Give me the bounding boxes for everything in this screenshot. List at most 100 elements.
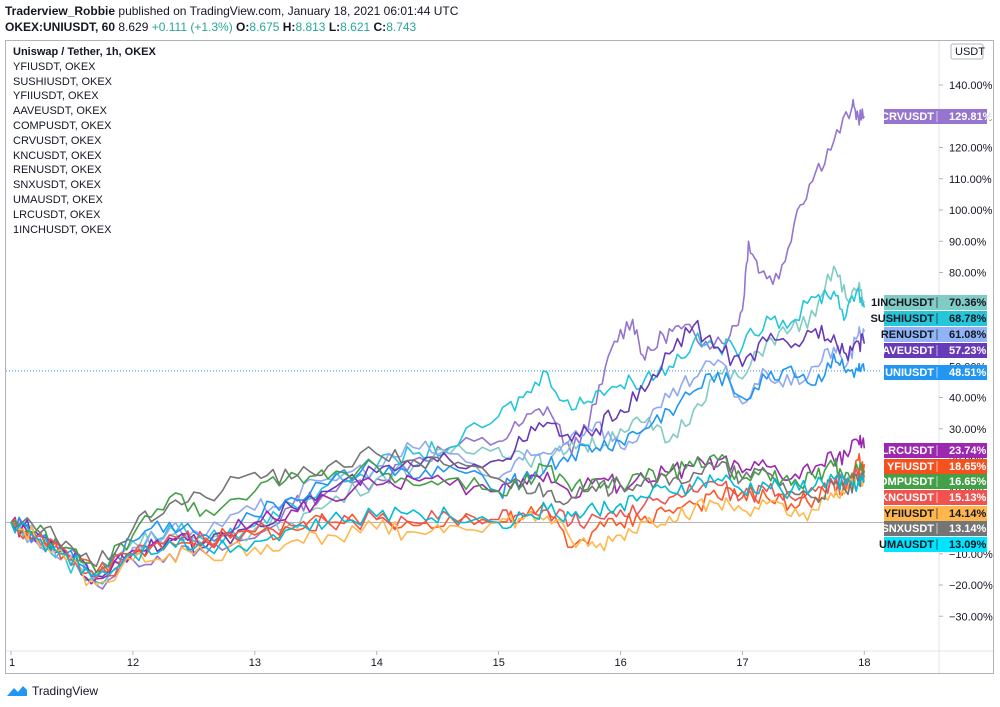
value-tag-bg: [884, 327, 987, 342]
x-tick-label: 16: [615, 657, 627, 669]
y-tick-label: −30.00%: [949, 611, 993, 623]
series-line-aaveusdt: [10, 319, 866, 578]
x-tick-label: 14: [371, 657, 383, 669]
y-tick-label: 90.00%: [949, 236, 987, 248]
legend-item[interactable]: LRCUSDT, OKEX: [13, 208, 101, 221]
series-line-renusdt: [10, 326, 866, 580]
close-value: 8.743: [386, 20, 417, 34]
legend-item[interactable]: COMPUSDT, OKEX: [13, 119, 112, 132]
y-tick-label: 80.00%: [949, 268, 987, 280]
currency-label: USDT: [955, 46, 985, 58]
series-line-crvusdt: [10, 98, 866, 590]
y-tick-label: 40.00%: [949, 393, 987, 405]
value-tag-name: YFIIUSDT: [884, 508, 934, 520]
published-text: published on TradingView.com, January 18…: [118, 4, 459, 18]
currency-box: [950, 43, 984, 60]
value-tag-name: 1INCHUSDT: [871, 297, 934, 309]
value-tag-bg: [884, 474, 987, 489]
value-tag-value: 23.74%: [949, 445, 987, 457]
value-tag-value: 16.65%: [949, 476, 987, 488]
chart-header: Traderview_Robbie published on TradingVi…: [5, 3, 458, 35]
value-tag-bg: [884, 295, 987, 310]
value-tag-bg: [884, 109, 987, 124]
value-tag-name: CRVUSDT: [881, 111, 934, 123]
legend-item[interactable]: KNCUSDT, OKEX: [13, 149, 102, 162]
value-tag-crvusdt: CRVUSDT 129.81%: [881, 109, 993, 124]
open-label: O:: [236, 20, 250, 34]
y-tick-label: −20.00%: [949, 580, 993, 592]
legend-item[interactable]: YFIIUSDT, OKEX: [13, 90, 99, 103]
value-tag-value: 57.23%: [949, 345, 987, 357]
legend-item[interactable]: AAVEUSDT, OKEX: [13, 105, 107, 118]
legend-item[interactable]: RENUSDT, OKEX: [13, 164, 102, 177]
y-tick-label: 110.00%: [949, 174, 992, 186]
high-label: H:: [282, 20, 296, 34]
value-tag-name: LRCUSDT: [881, 445, 934, 457]
value-tag-compusdt: COMPUSDT 16.65%: [871, 474, 987, 489]
value-tag-uniusdt: UNIUSDT 48.51%: [884, 365, 987, 380]
value-tag-yfiiusdt: YFIIUSDT 14.14%: [884, 506, 987, 521]
legend-item[interactable]: SNXUSDT, OKEX: [13, 179, 102, 192]
open-value: 8.675: [249, 20, 280, 34]
value-tag-bg: [884, 506, 987, 521]
value-tag-value: 13.14%: [949, 523, 987, 535]
tradingview-logo-icon[interactable]: [6, 685, 28, 697]
value-tag-bg: [884, 521, 987, 536]
value-tag-bg: [884, 343, 987, 358]
author-name[interactable]: Traderview_Robbie: [5, 4, 116, 18]
value-tag-name: COMPUSDT: [871, 476, 934, 488]
legend-item[interactable]: UMAUSDT, OKEX: [13, 193, 103, 206]
series-line-compusdt: [10, 454, 866, 574]
value-tag-lrcusdt: LRCUSDT 23.74%: [881, 443, 987, 458]
value-tag-bg: [884, 490, 987, 505]
y-tick-label: 100.00%: [949, 205, 993, 217]
value-tag-value: 129.81%: [949, 111, 993, 123]
value-tag-value: 48.51%: [949, 367, 987, 379]
chart-frame[interactable]: [5, 40, 994, 674]
low-label: L:: [328, 20, 341, 34]
value-tag-bg: [884, 459, 987, 474]
value-tag-aaveusdt: AAVEUSDT 57.23%: [874, 343, 987, 358]
price-change: +0.111 (+1.3%): [151, 20, 233, 34]
value-tag-kncusdt: KNCUSDT 15.13%: [880, 490, 987, 505]
y-tick-label: 140.00%: [949, 80, 993, 92]
value-tag-name: UMAUSDT: [879, 539, 934, 551]
x-tick-label: 1: [9, 657, 15, 669]
value-tag-bg: [884, 443, 987, 458]
value-tag-bg: [884, 311, 987, 326]
last-price: 8.629: [118, 20, 149, 34]
x-tick-label: 13: [249, 657, 261, 669]
value-tag-value: 15.13%: [949, 492, 987, 504]
value-tag-yfiusdt: YFIUSDT 18.65%: [884, 459, 987, 474]
legend-item[interactable]: CRVUSDT, OKEX: [13, 134, 102, 147]
legend-item[interactable]: SUSHIUSDT, OKEX: [13, 75, 113, 88]
legend-item[interactable]: 1INCHUSDT, OKEX: [13, 223, 112, 236]
high-value: 8.813: [295, 20, 326, 34]
series-line-1inchusdt: [10, 265, 866, 577]
tradingview-brand[interactable]: TradingView: [32, 684, 99, 698]
value-tag-sushiusdt: SUSHIUSDT 68.78%: [870, 311, 987, 326]
value-tag-1inchusdt: 1INCHUSDT 70.36%: [871, 295, 987, 310]
value-tag-name: SUSHIUSDT: [870, 313, 934, 325]
legend-main-symbol[interactable]: Uniswap / Tether, 1h, OKEX: [13, 46, 156, 58]
value-tag-name: AAVEUSDT: [874, 345, 934, 357]
series-line-uniusdt: [10, 353, 866, 578]
close-label: C:: [373, 20, 387, 34]
x-tick-label: 17: [736, 657, 748, 669]
symbol-label: OKEX:UNIUSDT, 60: [5, 20, 116, 34]
value-tag-snxusdt: SNXUSDT 13.14%: [881, 521, 987, 536]
legend-item[interactable]: YFIUSDT, OKEX: [13, 60, 96, 73]
value-tag-name: RENUSDT: [881, 329, 934, 341]
y-tick-label: 30.00%: [949, 424, 987, 436]
value-tag-value: 61.08%: [949, 329, 987, 341]
value-tag-name: YFIUSDT: [887, 461, 934, 473]
series-line-umausdt: [10, 473, 865, 577]
series-line-sushiusdt: [10, 287, 866, 585]
value-tag-name: KNCUSDT: [880, 492, 934, 504]
value-tag-renusdt: RENUSDT 61.08%: [881, 327, 987, 342]
value-tag-name: UNIUSDT: [885, 367, 934, 379]
chart-legend: Uniswap / Tether, 1h, OKEX YFIUSDT, OKEX…: [13, 45, 156, 237]
value-tag-bg: [884, 365, 987, 380]
low-value: 8.621: [340, 20, 371, 34]
